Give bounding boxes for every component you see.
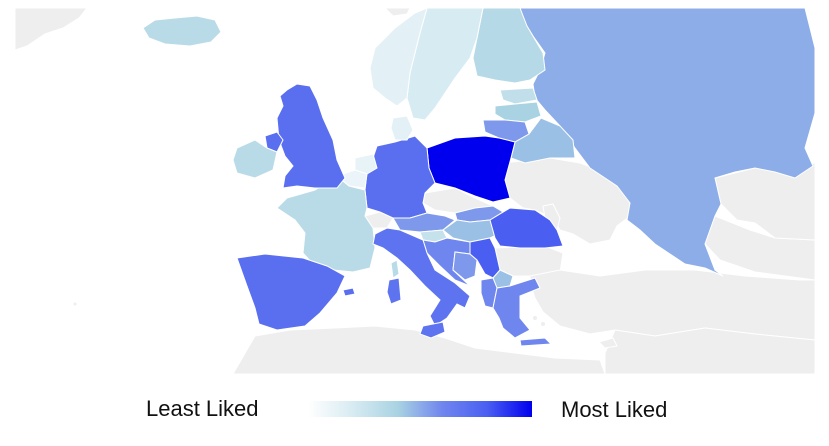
svalbard-land xyxy=(384,8,411,17)
country-belarus xyxy=(510,117,576,164)
turkey-land xyxy=(529,269,815,341)
country-ireland xyxy=(232,139,278,179)
small-islands xyxy=(73,302,557,326)
island-crete xyxy=(519,337,553,347)
countries xyxy=(142,8,815,339)
greenland-land xyxy=(15,8,88,51)
north-africa-land xyxy=(232,325,606,374)
country-netherlands xyxy=(354,153,378,175)
no-data-land xyxy=(15,8,815,374)
country-austria xyxy=(392,212,456,233)
country-greece xyxy=(492,277,541,339)
country-denmark xyxy=(390,115,414,141)
island-sardinia xyxy=(386,277,402,305)
islands xyxy=(342,259,553,347)
country-norway xyxy=(369,8,428,107)
country-uk xyxy=(276,83,346,189)
country-estonia xyxy=(499,87,538,105)
country-northern-ireland xyxy=(264,131,284,153)
island-sicily xyxy=(419,321,446,339)
island-balearic xyxy=(342,287,356,297)
country-poland xyxy=(426,135,516,203)
island-dot xyxy=(553,306,557,310)
europe-map xyxy=(15,8,815,374)
legend-gradient-bar xyxy=(308,401,532,417)
legend-max-label: Most Liked xyxy=(561,397,668,422)
country-france xyxy=(276,175,376,273)
island-dot xyxy=(533,316,537,320)
island-dot xyxy=(73,302,77,306)
legend-min-label: Least Liked xyxy=(146,396,259,421)
country-spain xyxy=(236,253,346,331)
country-latvia xyxy=(494,101,542,123)
country-romania xyxy=(489,207,564,249)
country-iceland xyxy=(142,15,222,47)
island-dot xyxy=(541,322,545,326)
color-legend: Least Liked Most Liked xyxy=(0,388,829,432)
island-corsica xyxy=(390,259,400,279)
middle-east-land xyxy=(604,327,815,374)
cyprus-land xyxy=(598,337,618,349)
europe-map-svg xyxy=(15,8,815,374)
caucasus-land xyxy=(694,215,815,281)
